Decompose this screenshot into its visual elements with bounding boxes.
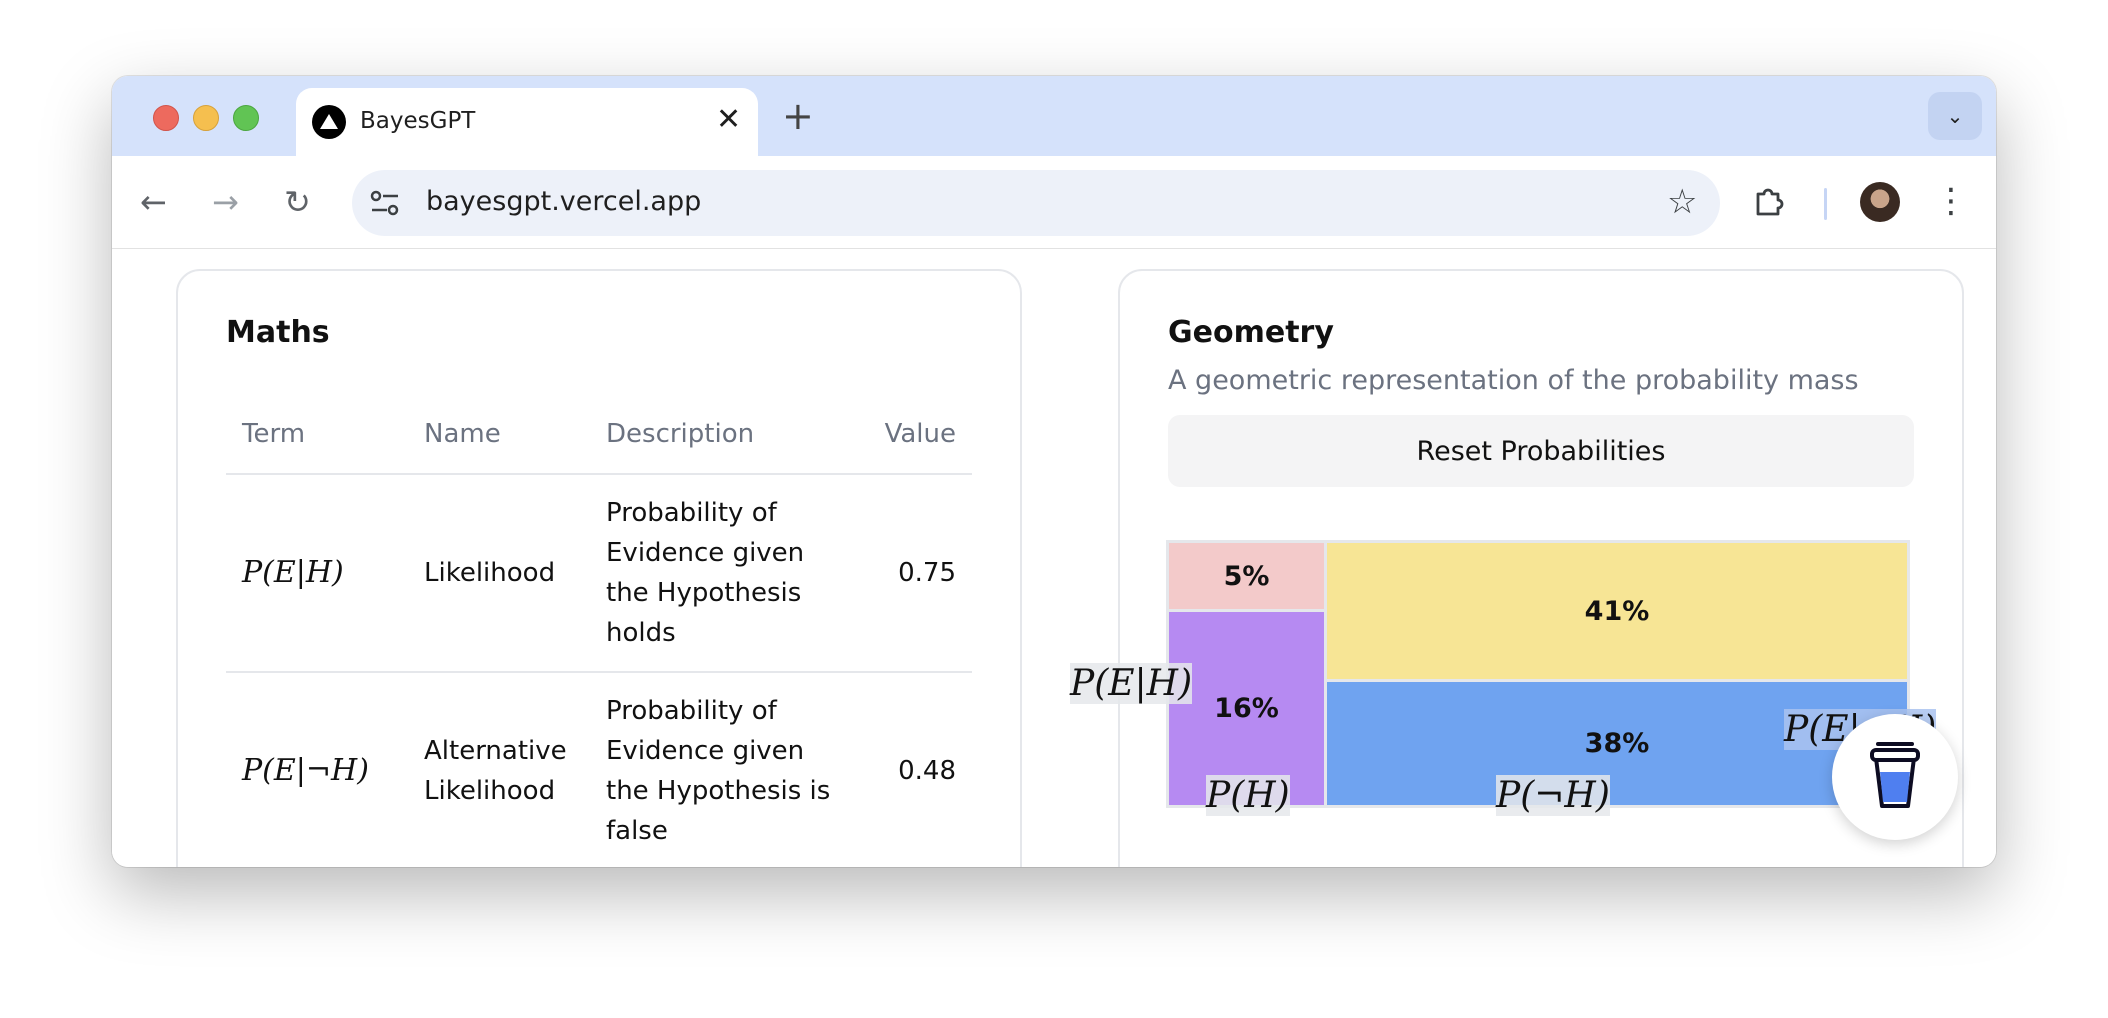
maths-table: Term Name Description Value P(E|H) Likel…: [226, 395, 972, 867]
value-cell[interactable]: 0.48: [868, 672, 972, 867]
vercel-triangle-icon: [312, 105, 346, 139]
extensions-puzzle-icon[interactable]: [1752, 184, 1786, 218]
not-prior-label[interactable]: P(¬H): [1496, 775, 1610, 816]
description-cell: Probability of Evidence given the Hypoth…: [590, 474, 869, 673]
name-cell: Likelihood: [408, 474, 590, 673]
probability-mass-diagram[interactable]: 5% 16% 41% 38%: [1166, 540, 1910, 808]
back-arrow-icon[interactable]: ←: [140, 183, 167, 221]
geometry-subtitle: A geometric representation of the probab…: [1168, 365, 1859, 396]
maximize-window-button[interactable]: [233, 105, 259, 131]
browser-toolbar: ← → ↻ bayesgpt.vercel.app ☆ ⋮: [112, 156, 1996, 249]
url-text[interactable]: bayesgpt.vercel.app: [426, 186, 702, 217]
maths-card: Maths Term Name Description Value P(E|H)…: [176, 269, 1022, 867]
forward-arrow-icon[interactable]: →: [212, 183, 239, 221]
tab-strip: BayesGPT ✕ + ⌄: [112, 76, 1996, 156]
likelihood-drag-label[interactable]: P(E|H): [1070, 663, 1193, 704]
term-cell: P(E|H): [226, 474, 408, 673]
region-h-and-e[interactable]: 16%: [1169, 612, 1324, 805]
value-cell[interactable]: 0.75: [868, 474, 972, 673]
table-row: P(E|H) Likelihood Probability of Evidenc…: [226, 474, 972, 673]
description-cell: Probability of Evidence given the Hypoth…: [590, 672, 869, 867]
reload-icon[interactable]: ↻: [284, 183, 311, 221]
toolbar-divider: [1824, 188, 1827, 220]
buy-me-a-coffee-button[interactable]: [1832, 714, 1958, 840]
prior-drag-label[interactable]: P(H): [1206, 775, 1290, 816]
more-menu-icon[interactable]: ⋮: [1934, 181, 1968, 221]
column-header-description: Description: [590, 395, 869, 475]
tab-title: BayesGPT: [360, 108, 476, 134]
close-window-button[interactable]: [153, 105, 179, 131]
region-not-h-not-e[interactable]: 41%: [1327, 543, 1907, 679]
bookmark-star-icon[interactable]: ☆: [1667, 182, 1698, 222]
address-bar[interactable]: bayesgpt.vercel.app ☆: [352, 170, 1720, 236]
table-row: P(E|¬H) Alternative Likelihood Probabili…: [226, 672, 972, 867]
name-cell: Alternative Likelihood: [408, 672, 590, 867]
tab-search-chevron-icon[interactable]: ⌄: [1928, 92, 1982, 140]
page-content: Maths Term Name Description Value P(E|H)…: [112, 249, 1996, 867]
term-cell: P(E|¬H): [226, 672, 408, 867]
site-settings-icon[interactable]: [370, 189, 400, 217]
maths-title: Maths: [226, 315, 330, 350]
column-header-name: Name: [408, 395, 590, 475]
tab-close-icon[interactable]: ✕: [716, 102, 742, 137]
profile-avatar[interactable]: [1860, 182, 1900, 222]
browser-window: BayesGPT ✕ + ⌄ ← → ↻ bayesgpt.vercel.app…: [112, 76, 1996, 867]
coffee-cup-icon: [1870, 742, 1920, 808]
region-h-not-e[interactable]: 5%: [1169, 543, 1324, 609]
column-header-term: Term: [226, 395, 408, 475]
column-header-value: Value: [868, 395, 972, 475]
geometry-title: Geometry: [1168, 315, 1334, 350]
minimize-window-button[interactable]: [193, 105, 219, 131]
reset-probabilities-button[interactable]: Reset Probabilities: [1168, 415, 1914, 487]
new-tab-button[interactable]: +: [782, 94, 814, 138]
tab-bayesgpt[interactable]: BayesGPT ✕: [296, 88, 758, 156]
